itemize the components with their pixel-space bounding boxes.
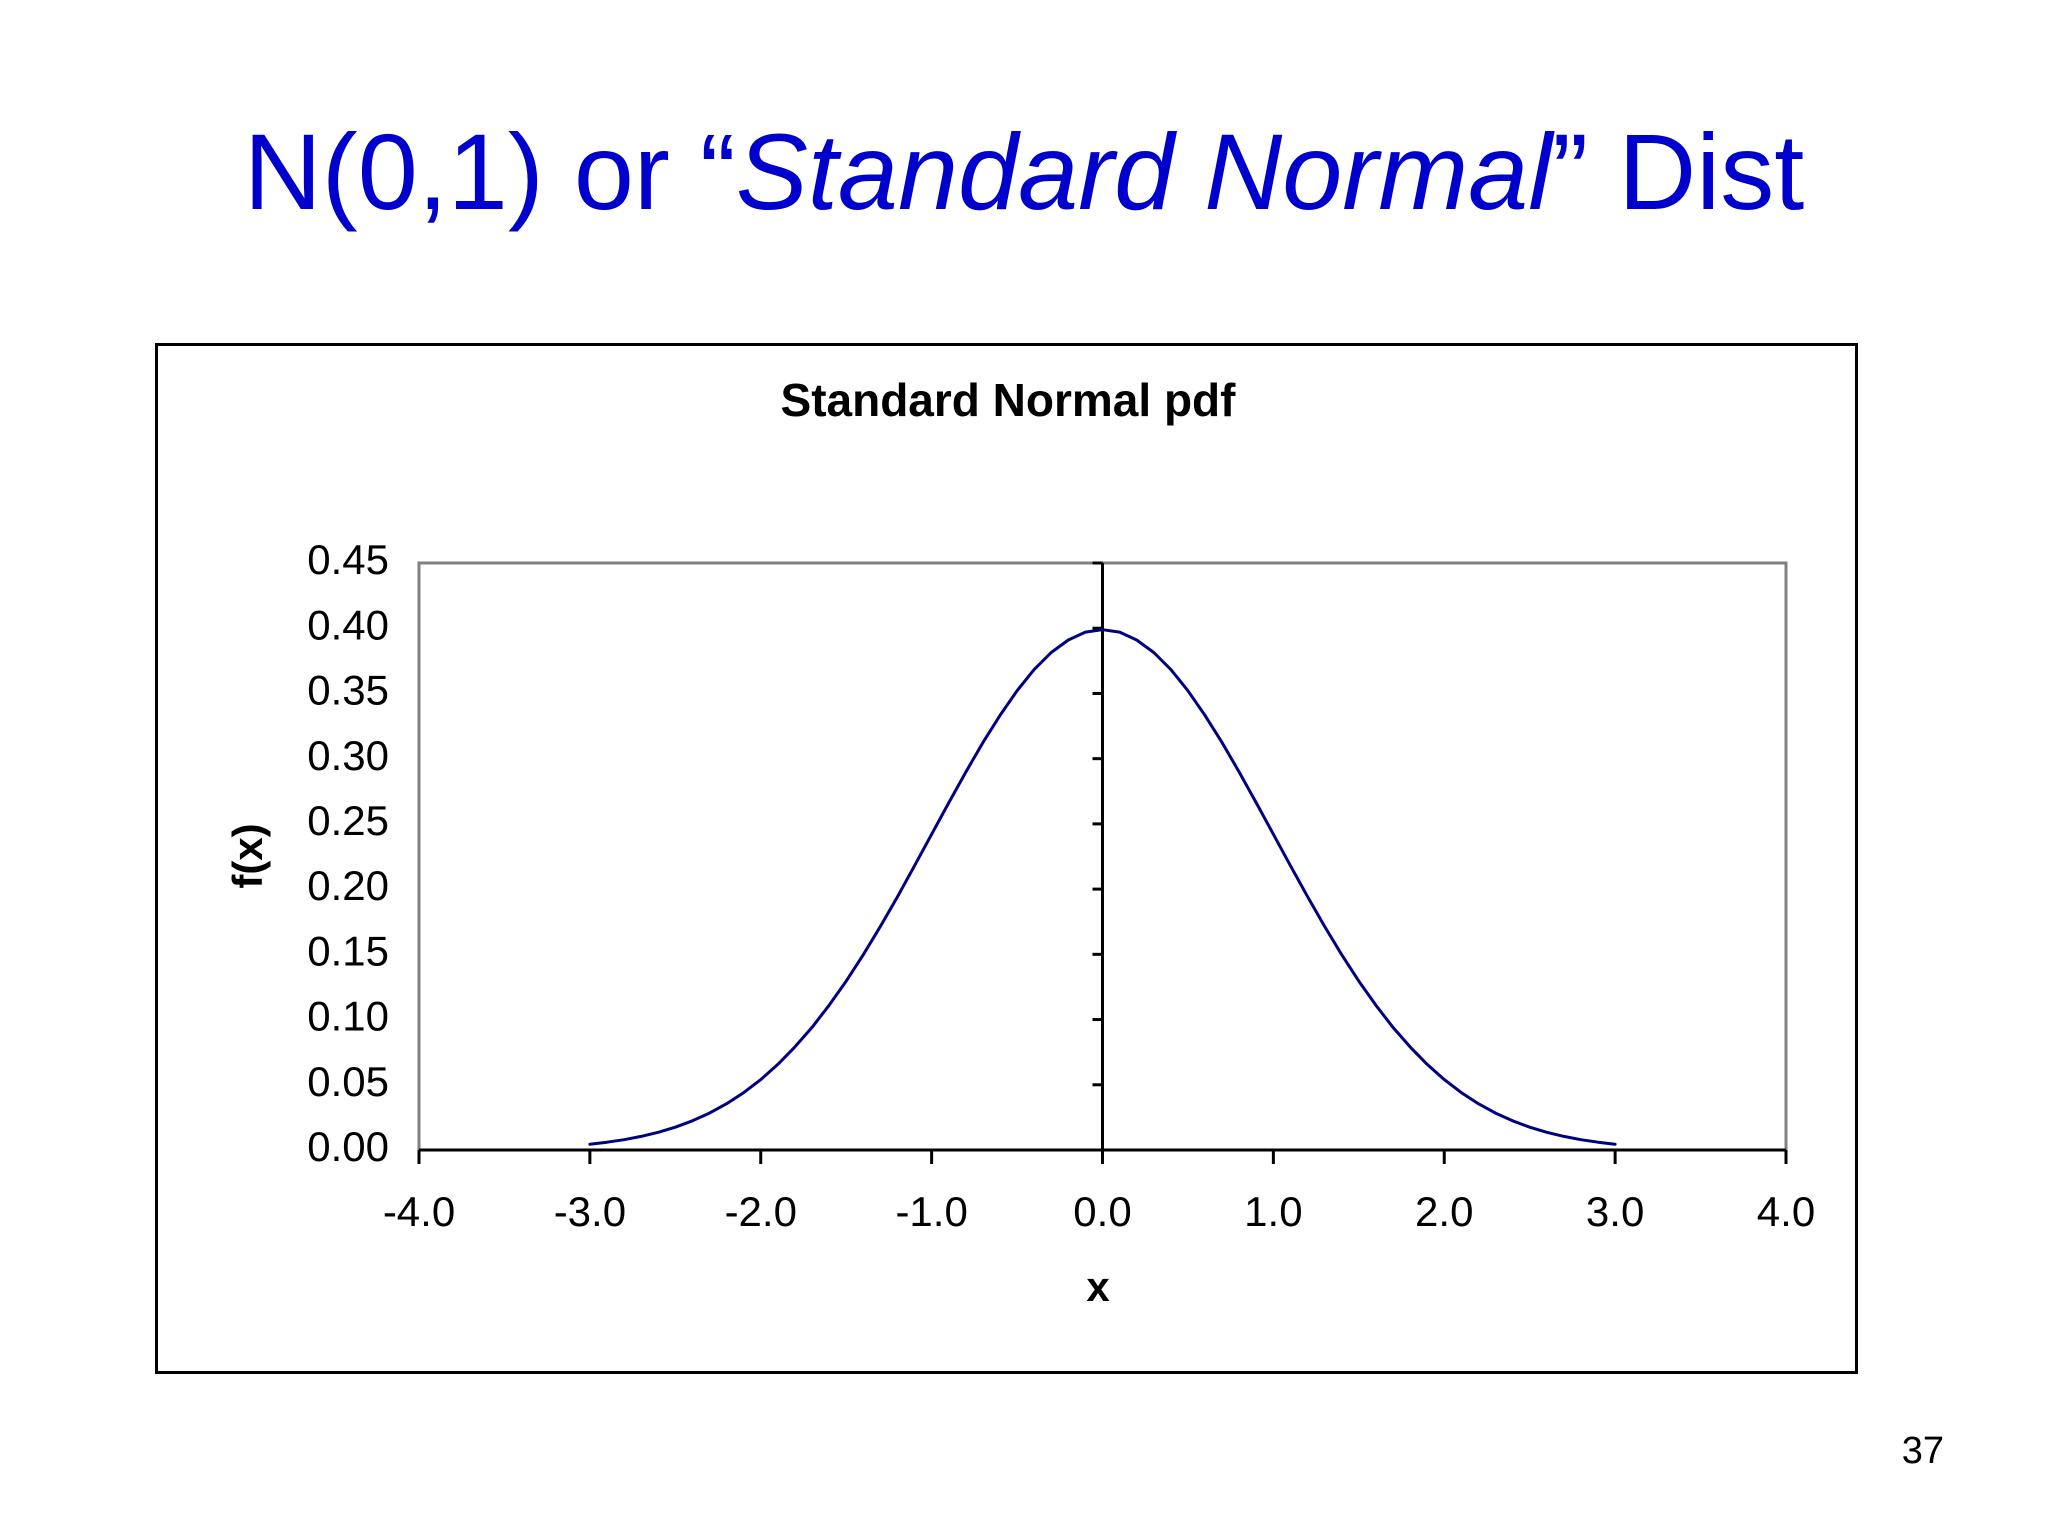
chart-frame: Standard Normal pdf 0.00 0.05 0.10 0.15 0.20… — [155, 343, 1858, 1374]
y-tick-label: 0.40 — [307, 601, 389, 648]
x-tick-label: -3.0 — [554, 1188, 626, 1235]
slide-title-italic: Standard Normal — [735, 111, 1553, 232]
y-tick-label: 0.20 — [307, 862, 389, 909]
chart-svg: Standard Normal pdf 0.00 0.05 0.10 0.15 0.20… — [224, 374, 1815, 1310]
x-tick-label: -1.0 — [895, 1188, 967, 1235]
x-tick-label: 2.0 — [1415, 1188, 1473, 1235]
y-axis-label: f(x) — [224, 823, 271, 888]
x-tick-label: -4.0 — [383, 1188, 455, 1235]
y-tick-label: 0.25 — [307, 797, 389, 844]
y-tick-label: 0.30 — [307, 732, 389, 779]
x-tick-label: 0.0 — [1073, 1188, 1131, 1235]
y-tick-label: 0.15 — [307, 927, 389, 974]
series-group — [588, 628, 1617, 1146]
y-axis — [1092, 561, 1104, 1152]
x-tick-label: 3.0 — [1586, 1188, 1644, 1235]
x-tick-label: -2.0 — [725, 1188, 797, 1235]
chart-title: Standard Normal pdf — [781, 374, 1237, 426]
slide-title: N(0,1) or “Standard Normal” Dist — [0, 118, 2048, 226]
page-number: 37 — [1901, 1430, 1944, 1472]
slide-title-suffix: ” Dist — [1552, 111, 1805, 232]
x-tick-label: 1.0 — [1244, 1188, 1302, 1235]
x-tick-labels: -4.0 -3.0 -2.0 -1.0 0.0 1.0 2.0 3.0 4.0 — [383, 1188, 1815, 1235]
slide-title-prefix: N(0,1) or “ — [243, 111, 736, 232]
x-axis — [417, 1148, 1788, 1164]
y-tick-label: 0.00 — [307, 1123, 389, 1170]
x-tick-label: 4.0 — [1757, 1188, 1815, 1235]
y-tick-label: 0.10 — [307, 993, 389, 1040]
y-tick-label: 0.05 — [307, 1058, 389, 1105]
y-tick-label: 0.45 — [307, 536, 389, 583]
y-tick-label: 0.35 — [307, 667, 389, 714]
y-tick-labels: 0.00 0.05 0.10 0.15 0.20 0.25 0.30 0.35 0.40 0.45 — [307, 536, 389, 1170]
x-axis-label: x — [1086, 1263, 1110, 1310]
